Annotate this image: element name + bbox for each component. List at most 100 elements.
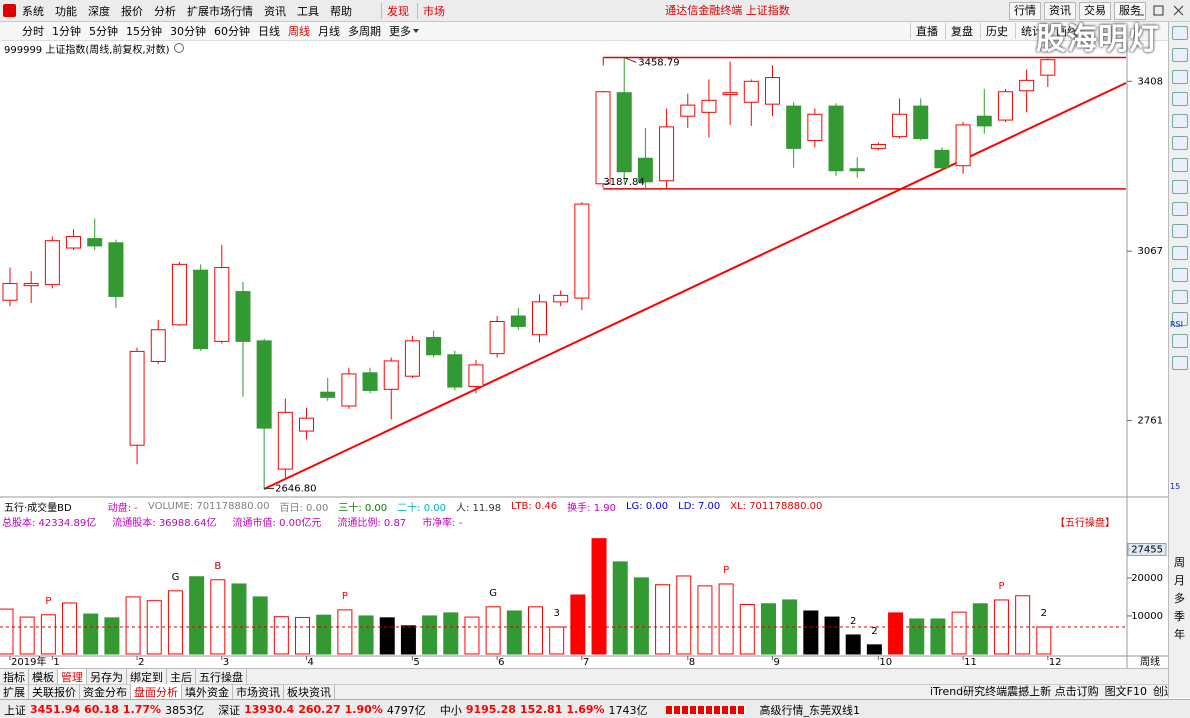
sidebar-period[interactable]: 季: [1174, 610, 1185, 623]
candle-body: [277, 411, 293, 470]
tab[interactable]: 模板: [29, 668, 58, 685]
tab-link[interactable]: iTrend研究终端震撼上新 点击订购: [930, 685, 1099, 698]
tab[interactable]: 资金分布: [80, 684, 131, 700]
tool-button[interactable]: 历史: [980, 23, 1008, 39]
app-logo: [3, 4, 16, 17]
tab[interactable]: 市场资讯: [233, 684, 284, 700]
tool-list: 直播 复盘 历史 统计 画线: [910, 22, 1078, 40]
sidebar-icon[interactable]: [1172, 246, 1188, 260]
period-button[interactable]: 分时: [22, 25, 44, 38]
sidebar-icon-text[interactable]: RSI: [1170, 320, 1183, 329]
period-button[interactable]: 月线: [318, 25, 340, 38]
sidebar-icon[interactable]: [1172, 224, 1188, 238]
volume-bar: [676, 575, 692, 655]
sidebar-icon[interactable]: [1172, 26, 1188, 40]
sidebar-icon[interactable]: [1172, 158, 1188, 172]
sidebar-icon[interactable]: [1172, 290, 1188, 304]
tool-button[interactable]: 统计: [1015, 23, 1043, 39]
period-button[interactable]: 1分钟: [52, 25, 81, 38]
sidebar-icon[interactable]: [1172, 92, 1188, 106]
sidebar-period[interactable]: 年: [1174, 628, 1185, 641]
period-button[interactable]: 周线: [288, 25, 310, 38]
tab[interactable]: 填外资金: [182, 684, 233, 700]
volume-bar: [422, 615, 438, 655]
sidebar-icon[interactable]: [1172, 136, 1188, 150]
tab-link[interactable]: 图文F10: [1104, 685, 1147, 698]
menu-item[interactable]: 分析: [154, 4, 176, 18]
sidebar-icon[interactable]: [1172, 334, 1188, 348]
sidebar-icon[interactable]: [1172, 312, 1188, 326]
menu-right-button[interactable]: 交易: [1079, 2, 1111, 20]
tool-button[interactable]: 复盘: [945, 23, 973, 39]
period-button[interactable]: 多周期: [348, 25, 381, 38]
x-tick-label: 4: [308, 657, 314, 668]
x-tick-label: 6: [498, 657, 504, 668]
period-button[interactable]: 15分钟: [126, 25, 162, 38]
menu-item[interactable]: 系统: [22, 4, 44, 18]
tab[interactable]: 绑定到: [127, 668, 167, 685]
sidebar-icon[interactable]: [1172, 180, 1188, 194]
menu-item[interactable]: 工具: [297, 4, 319, 18]
menu-highlight-item[interactable]: 发现: [381, 2, 417, 19]
menu-item[interactable]: 报价: [121, 4, 143, 18]
period-button[interactable]: 更多: [389, 25, 411, 38]
sidebar-icon[interactable]: [1172, 114, 1188, 128]
candle-body: [510, 315, 526, 327]
tool-button[interactable]: 直播: [910, 23, 938, 39]
sidebar-period[interactable]: 周: [1174, 556, 1185, 569]
menu-item[interactable]: 资讯: [264, 4, 286, 18]
volume-bar: [888, 612, 904, 655]
index-price: 13930.4: [244, 703, 295, 716]
window-controls[interactable]: [1132, 4, 1188, 18]
menu-item[interactable]: 深度: [88, 4, 110, 18]
menu-highlight-item[interactable]: 市场: [417, 2, 453, 19]
tab[interactable]: 主后: [167, 668, 196, 685]
period-button[interactable]: 60分钟: [214, 25, 250, 38]
value-marker-box: [1127, 542, 1167, 556]
index-change: 152.81: [519, 703, 563, 716]
sidebar-icon[interactable]: [1172, 356, 1188, 370]
volume-badge[interactable]: 【五行操盘】: [1055, 518, 1115, 529]
dropdown-arrow[interactable]: [413, 29, 419, 33]
period-button[interactable]: 30分钟: [170, 25, 206, 38]
tab[interactable]: 另存为: [87, 668, 127, 685]
tab[interactable]: 盘面分析: [131, 684, 182, 700]
sidebar-icon[interactable]: [1172, 48, 1188, 62]
index-amount: 4797亿: [386, 703, 426, 717]
volume-bar: [19, 616, 35, 655]
menu-bar: 系统 功能 深度 报价 分析 扩展市场行情 资讯 工具 帮助 发现 市场 通达信金融终端 上证指数…: [0, 0, 1190, 22]
candle-body: [680, 104, 696, 117]
sidebar-icon[interactable]: [1172, 202, 1188, 216]
menu-right-button[interactable]: 行情: [1009, 2, 1041, 20]
volume-bar: [400, 625, 416, 655]
candle-body: [320, 391, 336, 398]
volume-bar: [1036, 626, 1052, 655]
index-percent: 1.77%: [122, 703, 162, 716]
menu-item[interactable]: 功能: [55, 4, 77, 18]
candle-body: [256, 340, 272, 429]
volume-bar: [231, 583, 247, 655]
sidebar-period[interactable]: 多: [1174, 592, 1185, 605]
signal-label: 2: [850, 616, 856, 627]
period-button[interactable]: 日线: [258, 25, 280, 38]
sidebar-icon-text[interactable]: 15: [1170, 482, 1181, 491]
menu-item[interactable]: 扩展市场行情: [187, 4, 253, 18]
volume-bar: [697, 585, 713, 655]
sidebar-period[interactable]: 月: [1174, 574, 1185, 587]
menu-item[interactable]: 帮助: [330, 4, 352, 18]
stock-info: 总股本: 42334.89亿: [2, 517, 97, 529]
tool-button[interactable]: 画线: [1050, 23, 1078, 39]
tab[interactable]: 扩展: [0, 684, 29, 700]
tab[interactable]: 管理: [58, 668, 87, 685]
tab[interactable]: 板块资讯: [284, 684, 335, 700]
sidebar-icon[interactable]: [1172, 268, 1188, 282]
chart-bg: [0, 42, 1168, 668]
tab[interactable]: 关联报价: [29, 684, 80, 700]
label-icon[interactable]: [173, 43, 184, 53]
candle-body: [171, 263, 187, 326]
tab[interactable]: 指标: [0, 668, 29, 685]
period-button[interactable]: 5分钟: [89, 25, 118, 38]
sidebar-icon[interactable]: [1172, 70, 1188, 84]
tab[interactable]: 五行操盘: [196, 668, 247, 685]
menu-right-button[interactable]: 资讯: [1044, 2, 1076, 20]
